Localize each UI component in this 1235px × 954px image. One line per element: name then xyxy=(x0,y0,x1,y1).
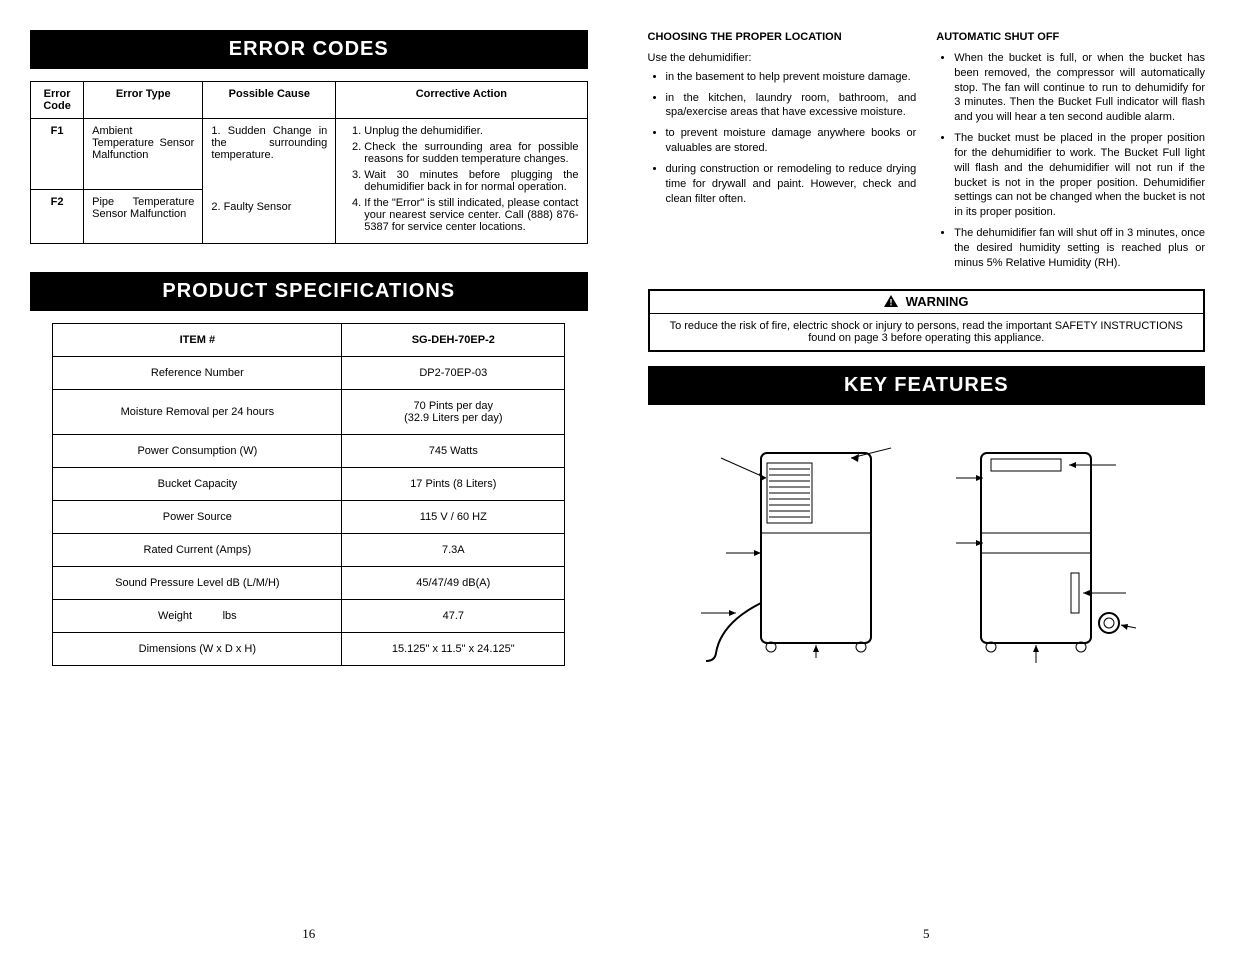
spec-value: 17 Pints (8 Liters) xyxy=(342,468,565,501)
cause-2: 2. Faulty Sensor xyxy=(211,201,327,213)
spec-label: Weight lbs xyxy=(53,600,342,633)
cause-1: 1. Sudden Change in the surrounding temp… xyxy=(211,125,327,161)
product-diagram-left xyxy=(691,423,911,673)
spec-label: Power Consumption (W) xyxy=(53,435,342,468)
th-possible-cause: Possible Cause xyxy=(203,82,336,119)
page-left: ERROR CODES Error Code Error Type Possib… xyxy=(0,0,618,954)
warning-label: WARNING xyxy=(906,294,969,309)
shutoff-item: When the bucket is full, or when the buc… xyxy=(954,51,1205,125)
spec-label: Power Source xyxy=(53,501,342,534)
action-2: Check the surrounding area for possible … xyxy=(364,141,578,165)
error-codes-table: Error Code Error Type Possible Cause Cor… xyxy=(30,81,588,244)
section-header-specs: PRODUCT SPECIFICATIONS xyxy=(30,272,588,311)
cell-f2-code: F2 xyxy=(31,190,84,244)
figures xyxy=(648,423,1206,673)
action-1: Unplug the dehumidifier. xyxy=(364,125,578,137)
col-location: CHOOSING THE PROPER LOCATION Use the deh… xyxy=(648,30,917,277)
cell-action: Unplug the dehumidifier. Check the surro… xyxy=(336,119,587,244)
loc-item: during construction or remodeling to red… xyxy=(666,162,917,207)
spec-value: 45/47/49 dB(A) xyxy=(342,567,565,600)
heading-shutoff: AUTOMATIC SHUT OFF xyxy=(936,30,1205,45)
spec-label: Reference Number xyxy=(53,357,342,390)
heading-location: CHOOSING THE PROPER LOCATION xyxy=(648,30,917,45)
spec-value: 745 Watts xyxy=(342,435,565,468)
action-4: If the "Error" is still indicated, pleas… xyxy=(364,197,578,233)
warning-body: To reduce the risk of fire, electric sho… xyxy=(650,314,1204,350)
spec-table: ITEM # SG-DEH-70EP-2 Reference NumberDP2… xyxy=(52,323,565,666)
product-diagram-right xyxy=(941,423,1161,673)
warning-title: ! WARNING xyxy=(650,291,1204,314)
th-corrective-action: Corrective Action xyxy=(336,82,587,119)
page-number-right: 5 xyxy=(618,926,1235,942)
th-error-code: Error Code xyxy=(31,82,84,119)
spec-tbody: Reference NumberDP2-70EP-03 Moisture Rem… xyxy=(53,357,565,666)
location-intro: Use the dehumidifier: xyxy=(648,51,917,66)
section-header-key-features: KEY FEATURES xyxy=(648,366,1206,405)
page-number-left: 16 xyxy=(0,926,618,942)
warning-box: ! WARNING To reduce the risk of fire, el… xyxy=(648,289,1206,352)
spec-label: Bucket Capacity xyxy=(53,468,342,501)
cell-f2-type: Pipe Temperature Sensor Malfunction xyxy=(84,190,203,244)
warning-icon: ! xyxy=(884,295,898,310)
spec-label: Rated Current (Amps) xyxy=(53,534,342,567)
col-shutoff: AUTOMATIC SHUT OFF When the bucket is fu… xyxy=(936,30,1205,277)
svg-text:!: ! xyxy=(890,297,893,307)
cell-f1-type: Ambient Temperature Sensor Malfunction xyxy=(84,119,203,190)
spec-th-model: SG-DEH-70EP-2 xyxy=(342,324,565,357)
cell-cause: 1. Sudden Change in the surrounding temp… xyxy=(203,119,336,244)
spec-label: Dimensions (W x D x H) xyxy=(53,633,342,666)
spec-th-item: ITEM # xyxy=(53,324,342,357)
spec-value: 70 Pints per day (32.9 Liters per day) xyxy=(342,390,565,435)
th-error-type: Error Type xyxy=(84,82,203,119)
loc-item: in the basement to help prevent moisture… xyxy=(666,70,917,85)
shutoff-item: The dehumidifier fan will shut off in 3 … xyxy=(954,226,1205,271)
cell-f1-code: F1 xyxy=(31,119,84,190)
section-header-error-codes: ERROR CODES xyxy=(30,30,588,69)
loc-item: to prevent moisture damage anywhere book… xyxy=(666,126,917,156)
spec-label: Sound Pressure Level dB (L/M/H) xyxy=(53,567,342,600)
action-3: Wait 30 minutes before plugging the dehu… xyxy=(364,169,578,193)
spec-label: Moisture Removal per 24 hours xyxy=(53,390,342,435)
spec-value: DP2-70EP-03 xyxy=(342,357,565,390)
spec-value: 15.125" x 11.5" x 24.125" xyxy=(342,633,565,666)
spec-value: 7.3A xyxy=(342,534,565,567)
spec-value: 47.7 xyxy=(342,600,565,633)
spec-value: 115 V / 60 HZ xyxy=(342,501,565,534)
loc-item: in the kitchen, laundry room, bathroom, … xyxy=(666,91,917,121)
page-right: CHOOSING THE PROPER LOCATION Use the deh… xyxy=(618,0,1235,954)
shutoff-item: The bucket must be placed in the proper … xyxy=(954,131,1205,220)
